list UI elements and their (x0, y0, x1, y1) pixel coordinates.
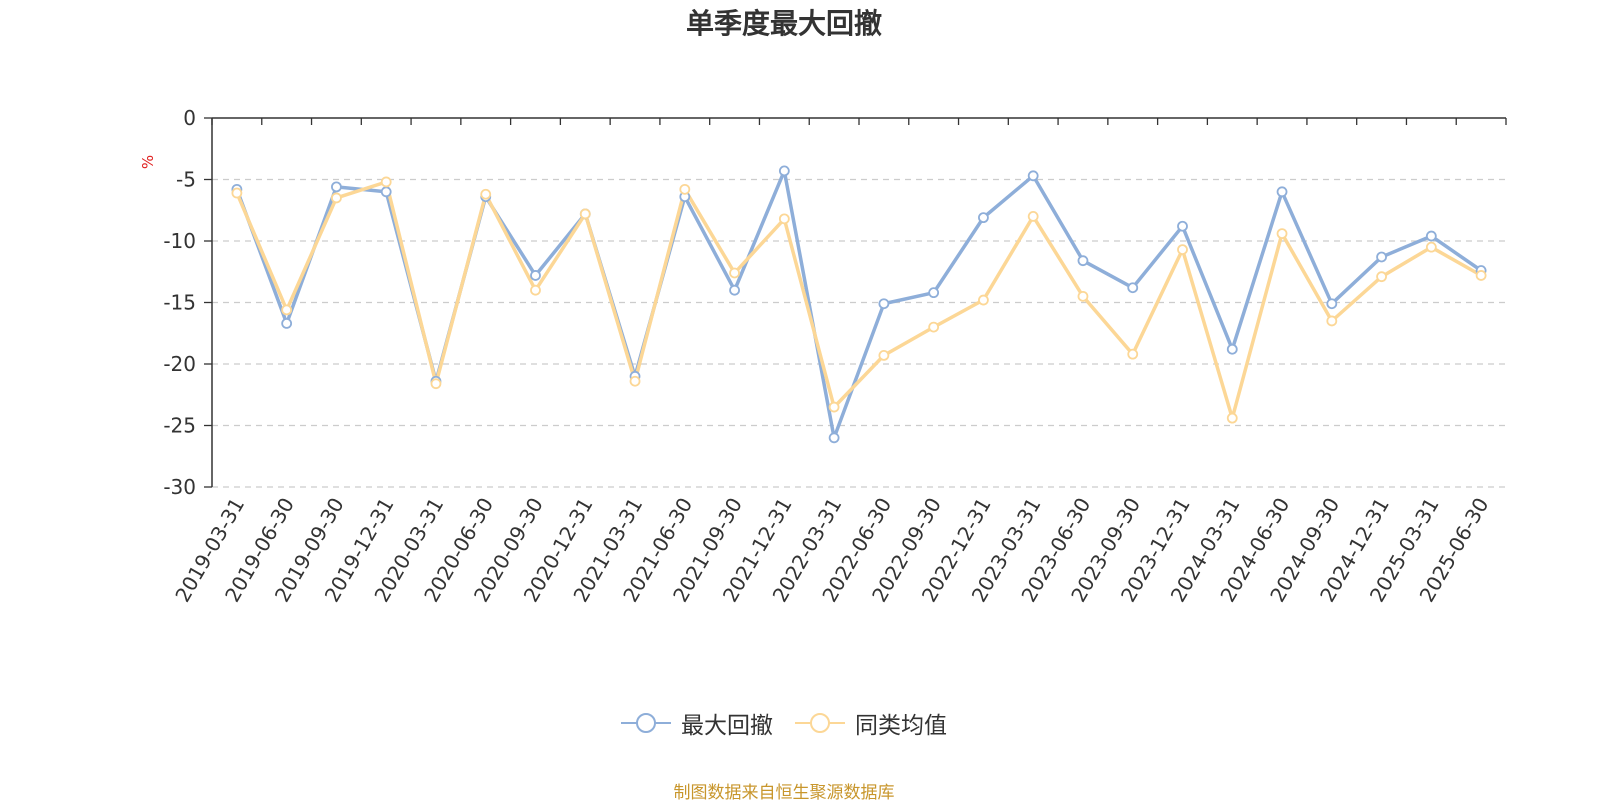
data-point-series-1 (828, 432, 840, 444)
data-point-series-1 (978, 212, 989, 224)
source-note: 制图数据来自恒生聚源数据库 (673, 783, 895, 803)
data-point-series-2 (480, 188, 492, 200)
y-tick-label: -30 (163, 475, 196, 499)
data-point-series-2 (778, 213, 790, 225)
data-point-series-2 (1127, 348, 1139, 360)
y-axis-unit-label: % (139, 155, 157, 169)
data-point-series-1 (331, 181, 342, 193)
grid-lines (212, 178, 1506, 488)
y-tick-label: -10 (163, 229, 196, 253)
data-point-series-2 (1027, 210, 1039, 222)
data-point-series-1 (530, 270, 541, 281)
data-point-series-2 (530, 284, 541, 296)
data-point-series-1 (1376, 251, 1387, 263)
data-point-series-2 (1276, 228, 1288, 240)
legend-label: 同类均值 (855, 713, 947, 739)
data-point-series-2 (231, 187, 243, 199)
y-tick-label: 0 (183, 106, 196, 130)
series-lines (235, 169, 1483, 440)
data-point-series-1 (878, 298, 890, 310)
legend-marker-circle-icon (795, 713, 845, 733)
series-line-2 (235, 180, 1482, 420)
legend: 最大回撤 同类均值 (0, 706, 1568, 740)
y-tick-label: -5 (176, 168, 196, 192)
data-point-series-1 (380, 186, 392, 198)
y-tick-label: -20 (163, 352, 196, 376)
data-point-series-2 (1425, 241, 1437, 253)
data-point-series-2 (679, 183, 691, 195)
data-point-series-2 (430, 378, 442, 390)
chart-title: 单季度最大回撤 (685, 7, 882, 40)
data-point-series-1 (1276, 186, 1288, 198)
data-point-series-1 (1425, 230, 1437, 242)
legend-marker-circle-icon (621, 713, 671, 733)
data-point-series-2 (281, 304, 293, 316)
y-tick-label: -25 (163, 414, 196, 438)
data-point-series-2 (1326, 315, 1338, 327)
series-line-1 (235, 169, 1483, 440)
data-point-series-2 (380, 176, 392, 188)
data-point-series-2 (1475, 270, 1487, 281)
data-point-series-2 (331, 192, 342, 204)
line-chart: 0-5-10-15-20-25-30 2019-03-312019-06-302… (139, 106, 1507, 606)
data-point-series-2 (1376, 271, 1387, 283)
data-point-series-1 (1226, 343, 1238, 355)
data-point-series-2 (729, 267, 740, 279)
data-point-series-2 (1077, 290, 1089, 302)
data-point-series-2 (1177, 244, 1188, 256)
data-point-series-2 (978, 294, 989, 306)
data-point-series-2 (928, 321, 940, 333)
data-point-series-1 (729, 284, 740, 296)
data-point-series-1 (1077, 255, 1089, 267)
data-point-series-2 (579, 208, 591, 220)
data-point-series-1 (1326, 298, 1338, 310)
legend-item-series-2[interactable]: 同类均值 (795, 706, 947, 740)
legend-item-series-1[interactable]: 最大回撤 (621, 706, 773, 740)
legend-label: 最大回撤 (681, 713, 773, 739)
data-point-series-1 (928, 287, 940, 299)
data-point-series-2 (828, 401, 840, 413)
data-point-series-1 (1127, 282, 1139, 294)
y-tick-label: -15 (163, 291, 196, 315)
data-point-series-1 (281, 318, 293, 329)
data-point-series-1 (778, 165, 790, 177)
data-point-series-2 (878, 349, 890, 361)
y-axis-ticks: 0 -5 -10 -15 -20 -25 -30 (163, 106, 212, 499)
data-point-series-2 (629, 375, 641, 387)
data-point-series-1 (1177, 220, 1188, 232)
series-points (231, 165, 1487, 444)
data-point-series-1 (1027, 170, 1039, 182)
data-point-series-2 (1226, 412, 1238, 424)
axes (211, 117, 1506, 487)
